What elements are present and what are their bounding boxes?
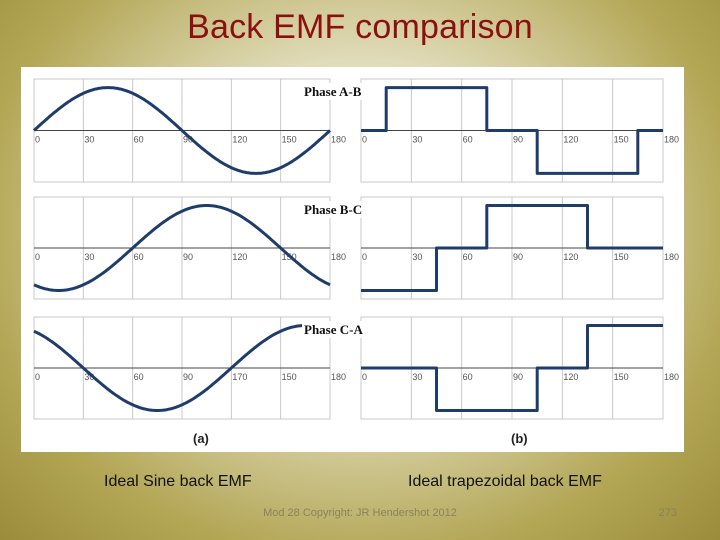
subfigure-label: (a): [193, 431, 209, 446]
tick-label: 150: [614, 252, 629, 262]
tick-label: 0: [362, 372, 367, 382]
tick-label: 120: [232, 252, 247, 262]
tick-label: 30: [84, 252, 94, 262]
subfigure-label: (b): [511, 431, 528, 446]
series-label-bg: [302, 201, 372, 218]
tick-label: 120: [563, 135, 578, 145]
tick-label: 90: [513, 135, 523, 145]
series-line: [361, 86, 663, 175]
series-label: Phase B-C: [304, 202, 362, 217]
tick-label: 150: [614, 135, 629, 145]
tick-label: 60: [134, 135, 144, 145]
tick-label: 180: [331, 135, 346, 145]
series-line: [361, 324, 663, 412]
tick-label: 180: [664, 252, 679, 262]
tick-label: 30: [412, 372, 422, 382]
plot-a-row-2: 0 30 60 90 120 150 180: [33, 196, 346, 300]
plot-b-row-3: 0 30 60 90 120 150 180 Phase C-A: [302, 316, 679, 420]
caption-sine: Ideal Sine back EMF: [104, 473, 252, 490]
series-label-bg: [302, 83, 372, 100]
series-label-bg: [302, 321, 372, 338]
series-line: [32, 86, 332, 175]
series-line: [33, 204, 331, 292]
series-label: Phase A-B: [304, 84, 362, 99]
tick-label: 30: [412, 252, 422, 262]
tick-label: 0: [35, 135, 40, 145]
tick-label: 180: [331, 252, 346, 262]
tick-label: 150: [282, 372, 297, 382]
plot-a-row-3: 0 30 60 90 170 150 180: [33, 316, 346, 420]
caption-trapezoidal: Ideal trapezoidal back EMF: [408, 473, 602, 490]
tick-label: 120: [563, 372, 578, 382]
plot-a-row-1: 0 30 60 90 120 150 180: [32, 78, 346, 183]
tick-label: 170: [232, 372, 247, 382]
figure-panel: 0 30 60 90 120 150 180 0 30 60 90 120 150 180 0 30 60 90 1…: [21, 67, 684, 452]
slide-title: Back EMF comparison: [187, 8, 533, 46]
tick-label: 0: [362, 252, 367, 262]
tick-label: 90: [513, 372, 523, 382]
plot-b-row-2: 0 30 60 90 120 150 180 Phase B-C: [302, 196, 679, 300]
comparison-figure: 0 30 60 90 120 150 180 0 30 60 90 120 150 180 0 30 60 90 1…: [32, 78, 679, 446]
tick-label: 30: [84, 135, 94, 145]
slide-number: 273: [658, 507, 677, 519]
tick-label: 30: [84, 372, 94, 382]
tick-label: 0: [362, 135, 367, 145]
tick-label: 60: [463, 372, 473, 382]
tick-label: 150: [614, 372, 629, 382]
tick-label: 60: [134, 252, 144, 262]
tick-label: 120: [232, 135, 247, 145]
tick-label: 0: [35, 252, 40, 262]
plot-b-row-1: 0 30 60 90 120 150 180 Phase A-B: [302, 78, 679, 183]
tick-label: 150: [282, 135, 297, 145]
tick-label: 180: [331, 372, 346, 382]
tick-label: 90: [513, 252, 523, 262]
tick-label: 60: [463, 135, 473, 145]
tick-label: 120: [563, 252, 578, 262]
tick-label: 0: [35, 372, 40, 382]
series-line: [361, 204, 663, 292]
tick-label: 90: [183, 135, 193, 145]
footer-copyright: Mod 28 Copyright: JR Hendershot 2012: [263, 507, 457, 519]
tick-label: 180: [664, 372, 679, 382]
tick-label: 180: [664, 135, 679, 145]
tick-label: 90: [183, 252, 193, 262]
tick-label: 30: [412, 135, 422, 145]
tick-label: 90: [183, 372, 193, 382]
tick-label: 60: [134, 372, 144, 382]
tick-label: 60: [463, 252, 473, 262]
series-line: [33, 324, 331, 412]
series-label: Phase C-A: [304, 322, 363, 337]
